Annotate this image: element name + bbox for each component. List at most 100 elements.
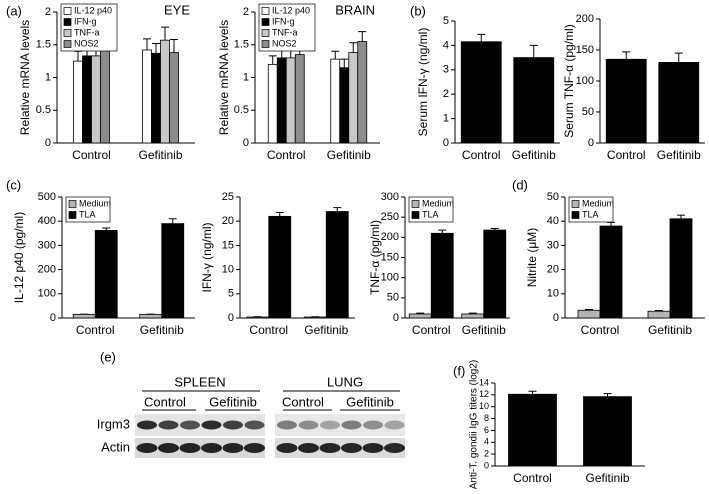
error-bar <box>674 52 683 63</box>
x-tick-label: Gefitinib <box>648 323 692 337</box>
error-bar <box>438 229 447 234</box>
band <box>201 443 222 453</box>
legend-label: IFN-g <box>74 16 97 26</box>
panel-label: (f) <box>453 363 465 378</box>
x-tick-label: Control <box>76 323 115 337</box>
band <box>298 443 319 453</box>
y-tick-label: 10 <box>222 264 234 276</box>
chart: 0 100 200 300 400 500 IL-12 p40 (pg/ml) Control… <box>12 191 195 337</box>
bar <box>94 229 118 319</box>
y-tick-label: 0 <box>553 312 559 324</box>
error-bar <box>170 39 178 53</box>
band <box>320 420 340 430</box>
blot-strip <box>275 414 405 436</box>
legend-swatch <box>68 211 77 219</box>
legend-label: TNF-a <box>272 27 298 37</box>
y-axis-label: TNF-α (pg/ml) <box>368 220 382 295</box>
band <box>136 443 158 453</box>
error-bar <box>102 227 111 231</box>
bar <box>483 229 507 319</box>
bar <box>82 55 92 144</box>
x-tick-label: Control <box>249 323 288 337</box>
bar <box>73 60 83 144</box>
bar <box>513 57 555 144</box>
y-tick-label: 0 <box>228 312 234 324</box>
legend-swatch <box>411 211 420 219</box>
error-bar <box>143 38 151 50</box>
legend-swatch <box>63 40 72 48</box>
y-tick-label: 25 <box>222 191 234 203</box>
bar <box>460 41 502 144</box>
y-tick-label: 300 <box>38 239 56 251</box>
band <box>223 420 243 430</box>
legend-label: TLA <box>582 209 599 219</box>
y-tick-label: 0.5 <box>234 104 249 116</box>
blot-condition: Control <box>282 394 324 409</box>
y-tick-label: 500 <box>38 191 56 203</box>
chart: 0 50 100 150 200 250 300 TNF-α (pg/ml) Control Ge… <box>368 191 510 337</box>
band <box>244 443 265 453</box>
y-tick-label: 200 <box>38 264 56 276</box>
error-bar <box>275 211 284 217</box>
y-tick-label: 0.5 <box>36 104 51 116</box>
y-tick-label: 50 <box>582 106 594 118</box>
legend-label: TLA <box>79 209 96 219</box>
bar <box>151 52 161 144</box>
bar <box>246 316 270 319</box>
band <box>319 443 341 453</box>
bar <box>161 223 185 319</box>
legend-swatch <box>571 211 580 219</box>
band <box>222 443 244 453</box>
band <box>201 420 222 430</box>
y-tick-label: 3 <box>443 64 449 76</box>
legend-label: NOS2 <box>74 38 99 48</box>
y-tick-label: 100 <box>576 75 594 87</box>
error-bar <box>529 44 538 58</box>
y-tick-label: 200 <box>381 231 399 243</box>
band <box>363 420 383 430</box>
y-tick-label: 0 <box>50 312 56 324</box>
y-tick-label: 10 <box>479 401 489 411</box>
y-tick-label: 1 <box>443 113 449 125</box>
x-tick-label: Gefitinib <box>327 148 371 162</box>
y-tick-label: 300 <box>381 191 399 203</box>
y-tick-label: 1.5 <box>36 39 51 51</box>
error-bar <box>161 26 169 41</box>
bar <box>583 396 632 467</box>
y-tick-label: 1.5 <box>234 39 249 51</box>
y-tick-label: 6 <box>484 425 489 435</box>
y-tick-label: 4 <box>484 437 489 447</box>
y-tick-label: 1 <box>45 71 51 83</box>
x-tick-label: Control <box>581 323 620 337</box>
error-bar <box>528 390 537 395</box>
blot-group: LUNG <box>327 374 363 389</box>
bar <box>160 39 170 144</box>
legend-label: Medium <box>582 198 614 208</box>
y-tick-label: 10 <box>547 288 559 300</box>
y-tick-label: 5 <box>228 288 234 300</box>
bar <box>100 46 110 144</box>
y-tick-label: 2 <box>243 6 249 18</box>
y-tick-label: 2 <box>443 88 449 100</box>
band <box>180 420 200 430</box>
legend-label: IL-12 p40 <box>74 5 112 15</box>
bar <box>294 54 305 144</box>
bar <box>647 310 671 319</box>
x-tick-label: Gefitinib <box>512 148 556 162</box>
error-bar <box>340 58 349 68</box>
panel-label: (e) <box>100 349 116 364</box>
legend-label: Medium <box>79 198 111 208</box>
error-bar <box>677 214 685 219</box>
blot-group: SPLEEN <box>174 374 225 389</box>
y-tick-label: 0 <box>588 137 594 149</box>
bar <box>142 49 152 144</box>
bar <box>169 52 179 144</box>
bar <box>599 225 623 319</box>
chart-title: EYE <box>164 2 190 17</box>
legend-swatch <box>68 200 77 208</box>
y-tick-label: 200 <box>576 13 594 25</box>
y-axis-label: Nitrite (μM) <box>525 228 539 288</box>
legend-swatch <box>571 200 580 208</box>
blot-row: Actin <box>101 439 130 454</box>
